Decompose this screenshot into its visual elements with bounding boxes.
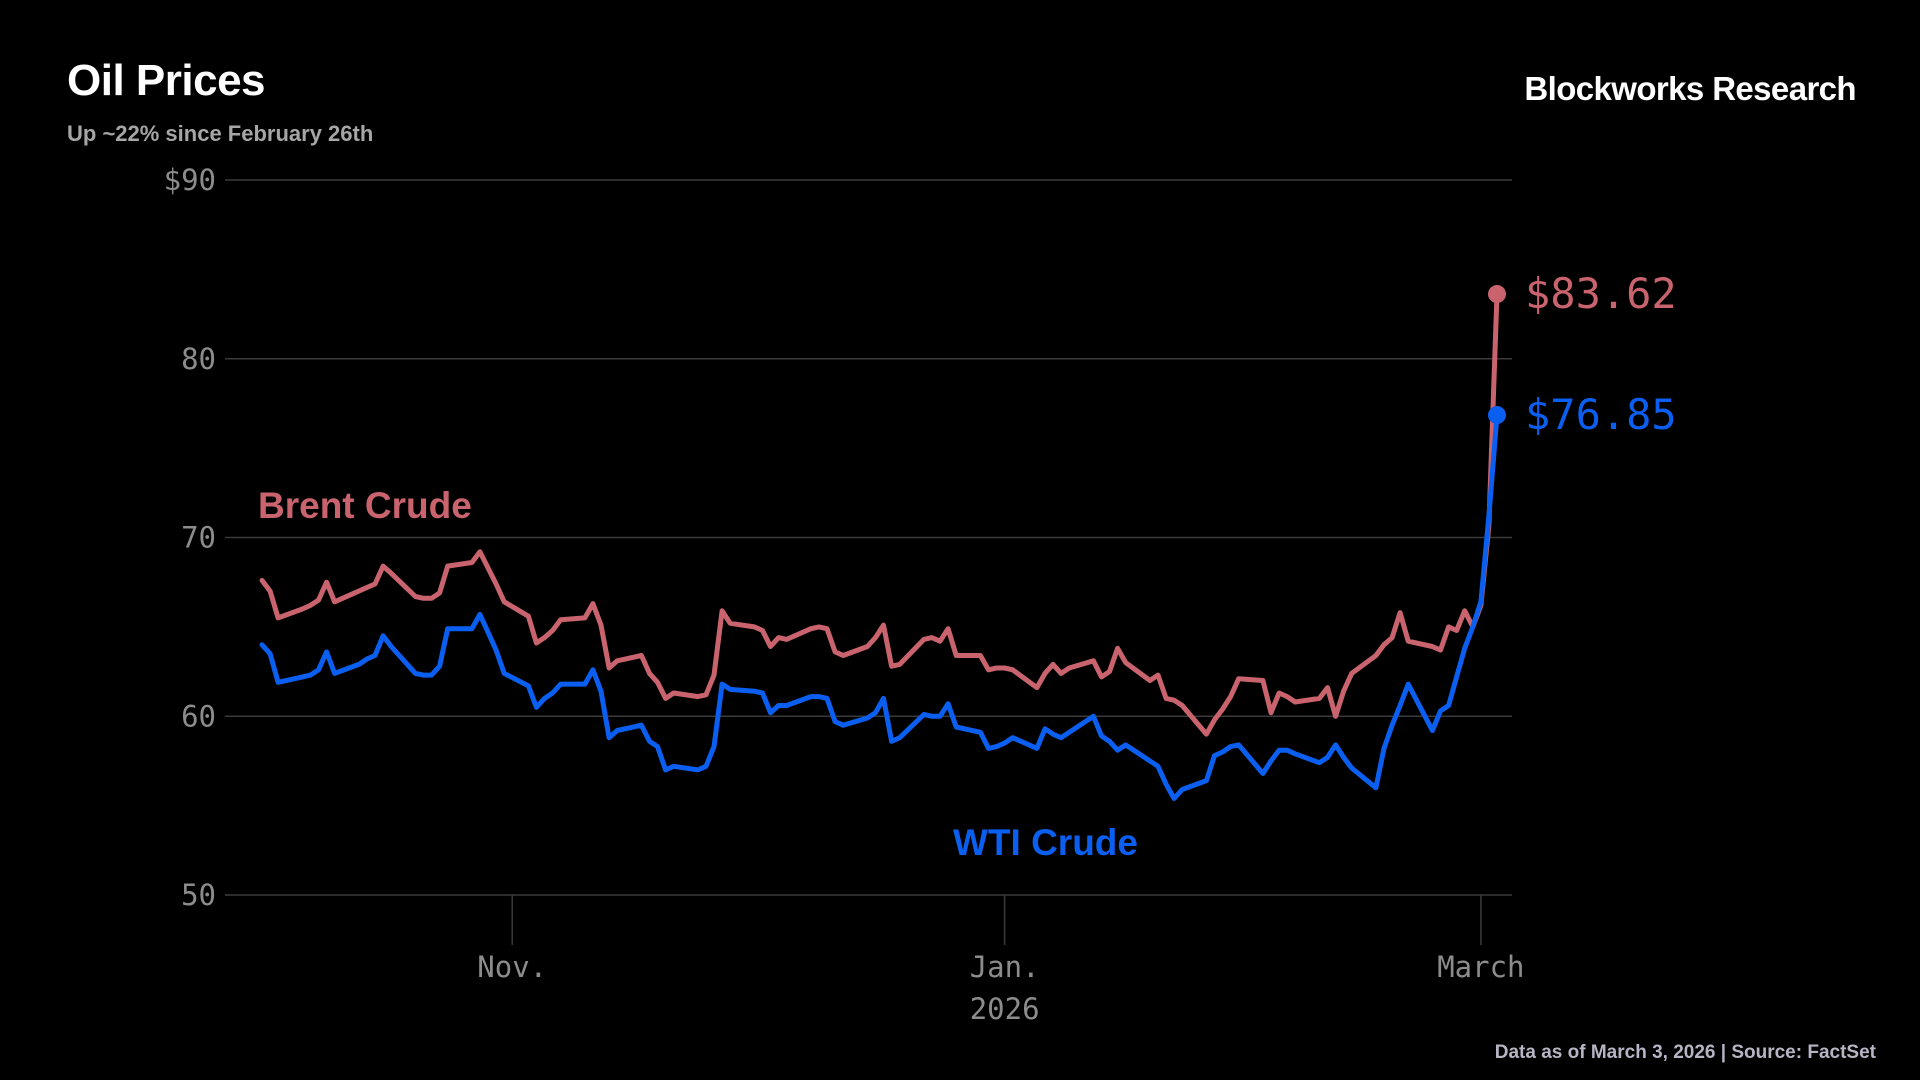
series-end-point [1488,285,1506,304]
chart-subtitle: Up ~22% since February 26th [67,121,374,146]
x-tick-label: Nov. [477,950,547,984]
grid-lines [225,179,1512,896]
series-end-point [1488,406,1506,425]
series-line-wti [259,412,1500,801]
y-tick-label: 70 [181,521,216,555]
series-lines [259,285,1506,801]
series-end-value: $76.85 [1525,390,1677,439]
series-labels: $83.62 Brent Crude $76.85 WTI Crude [258,269,1677,863]
y-tick-label: 80 [181,342,216,376]
series-name-label: WTI Crude [953,822,1138,863]
y-axis-ticks: $90 80 70 60 50 [164,163,216,912]
series-end-value: $83.62 [1525,269,1677,318]
x-tick-label: March [1437,950,1524,984]
series-name-label: Brent Crude [258,485,472,526]
x-axis-ticks: Nov. Jan. March 2026 [477,895,1525,1026]
chart-title: Oil Prices [67,56,266,105]
x-tick-label: Jan. [970,950,1040,984]
source-note: Data as of March 3, 2026 | Source: FactS… [1494,1042,1876,1063]
x-year-label: 2026 [970,992,1040,1026]
y-tick-label: $90 [164,163,216,197]
y-tick-label: 60 [181,699,216,733]
series-line-brent [259,291,1500,737]
y-tick-label: 50 [181,878,216,912]
brand-logo-text: Blockworks Research [1524,70,1856,107]
